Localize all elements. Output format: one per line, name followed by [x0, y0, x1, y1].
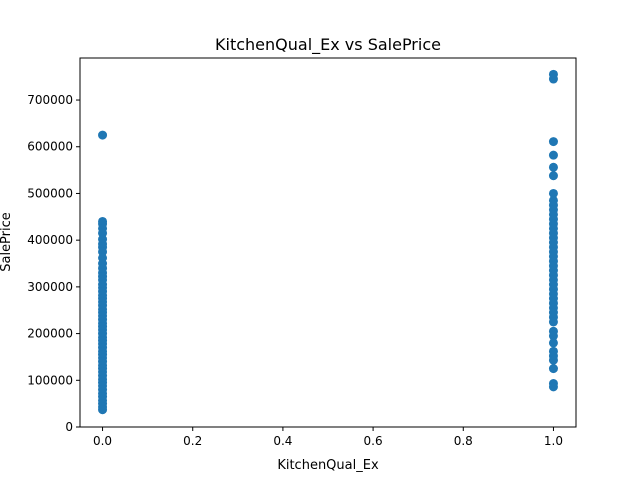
- x-tick-label: 0.2: [183, 434, 202, 448]
- y-tick-label: 0: [65, 420, 73, 434]
- data-point: [548, 74, 558, 84]
- y-tick-label: 500000: [27, 186, 73, 200]
- x-tick-label: 1.0: [544, 434, 563, 448]
- x-tick-label: 0.6: [364, 434, 383, 448]
- chart-title: KitchenQual_Ex vs SalePrice: [215, 35, 441, 55]
- data-point: [548, 317, 558, 327]
- y-tick-label: 600000: [27, 140, 73, 154]
- y-tick-label: 200000: [27, 327, 73, 341]
- data-point: [548, 331, 558, 341]
- points-layer: [98, 69, 558, 415]
- y-tick-label: 100000: [27, 373, 73, 387]
- plot-frame: [79, 57, 577, 428]
- data-point: [548, 162, 558, 172]
- y-axis-ticks: 0 100000 200000 300000 400000 500000 600000 700…: [27, 93, 80, 434]
- x-tick-label: 0.4: [273, 434, 292, 448]
- data-point: [548, 171, 558, 181]
- data-point: [98, 130, 108, 140]
- data-point: [548, 364, 558, 374]
- x-axis-label: KitchenQual_Ex: [277, 458, 379, 473]
- x-tick-label: 0.8: [454, 434, 473, 448]
- data-point: [548, 137, 558, 147]
- data-point: [548, 150, 558, 160]
- y-tick-label: 300000: [27, 280, 73, 294]
- data-point: [548, 338, 558, 348]
- data-point: [548, 355, 558, 365]
- y-tick-label: 700000: [27, 93, 73, 107]
- x-tick-label: 0.0: [93, 434, 112, 448]
- data-point: [98, 405, 108, 415]
- data-point: [548, 188, 558, 198]
- data-point: [548, 382, 558, 392]
- x-axis-ticks: 0.0 0.2 0.4 0.6 0.8 1.0: [93, 427, 563, 448]
- y-axis-label: SalePrice: [0, 212, 14, 272]
- y-tick-label: 400000: [27, 233, 73, 247]
